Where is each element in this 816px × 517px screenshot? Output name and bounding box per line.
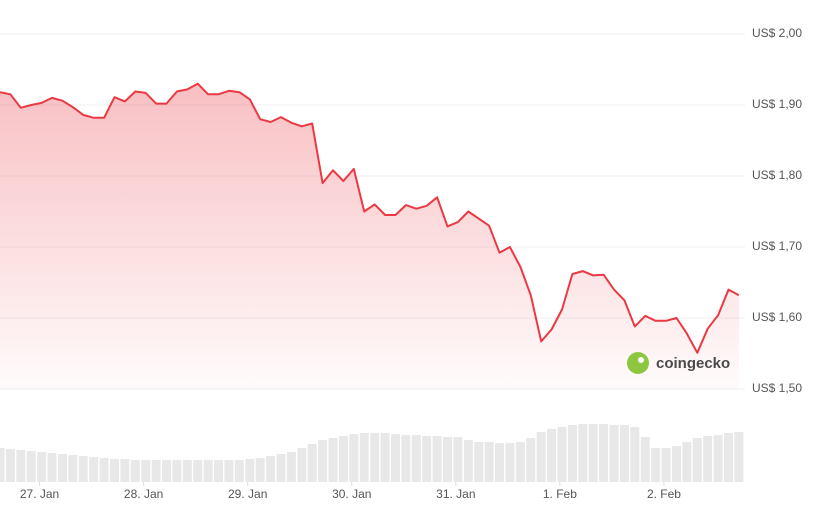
volume-bar bbox=[401, 435, 411, 482]
volume-bar bbox=[193, 460, 203, 482]
x-tick-label: 28. Jan bbox=[124, 487, 163, 501]
volume-bar bbox=[130, 460, 140, 482]
volume-bar bbox=[203, 460, 213, 482]
volume-bar bbox=[703, 436, 713, 482]
volume-bar bbox=[318, 440, 328, 482]
volume-bar bbox=[89, 457, 99, 482]
y-tick-label: US$ 1,80 bbox=[752, 168, 802, 182]
volume-bar bbox=[5, 449, 15, 482]
x-tick-label: 30. Jan bbox=[332, 487, 371, 501]
volume-bar bbox=[37, 452, 47, 482]
volume-bar bbox=[484, 442, 494, 482]
volume-bar bbox=[57, 454, 67, 482]
volume-bar bbox=[515, 442, 525, 482]
volume-bar bbox=[734, 432, 744, 482]
volume-bar bbox=[505, 443, 515, 482]
volume-bar bbox=[47, 453, 57, 482]
volume-bar bbox=[661, 448, 671, 482]
volume-bar bbox=[567, 425, 577, 482]
volume-bar bbox=[380, 433, 390, 482]
volume-bar bbox=[422, 436, 432, 482]
volume-bar bbox=[713, 435, 723, 482]
volume-bar bbox=[234, 460, 244, 482]
price-line bbox=[0, 82, 740, 354]
volume-bar bbox=[16, 450, 26, 482]
volume-bar bbox=[182, 460, 192, 482]
volume-bar bbox=[495, 443, 505, 482]
volume-bar bbox=[463, 440, 473, 482]
y-tick-label: US$ 1,60 bbox=[752, 310, 802, 324]
volume-bar bbox=[307, 444, 317, 482]
volume-bar bbox=[671, 446, 681, 482]
volume-bar bbox=[443, 437, 453, 482]
volume-bar bbox=[172, 460, 182, 482]
volume-bar bbox=[411, 435, 421, 482]
x-tick-label: 1. Feb bbox=[543, 487, 577, 501]
volume-bar bbox=[599, 424, 609, 482]
volume-bar bbox=[99, 458, 109, 482]
volume-bar bbox=[609, 425, 619, 482]
volume-bar bbox=[245, 459, 255, 482]
x-tick-label: 29. Jan bbox=[228, 487, 267, 501]
volume-bar bbox=[224, 460, 234, 482]
volume-bar bbox=[141, 460, 151, 482]
volume-bar bbox=[547, 429, 557, 482]
volume-bar bbox=[162, 460, 172, 482]
volume-bar bbox=[692, 438, 702, 482]
volume-bar bbox=[297, 448, 307, 482]
volume-bar bbox=[432, 436, 442, 482]
volume-bar bbox=[26, 451, 36, 482]
volume-bar bbox=[151, 460, 161, 482]
volume-bar bbox=[723, 433, 733, 482]
volume-bar bbox=[68, 455, 78, 482]
watermark-logo bbox=[627, 352, 649, 374]
volume-bar bbox=[266, 456, 276, 482]
volume-bar bbox=[338, 436, 348, 482]
volume-bar bbox=[0, 448, 5, 482]
volume-bar bbox=[474, 442, 484, 482]
volume-bar bbox=[630, 427, 640, 482]
volume-bar bbox=[526, 438, 536, 482]
volume-bar bbox=[359, 433, 369, 482]
y-tick-label: US$ 2,00 bbox=[752, 26, 802, 40]
volume-bar bbox=[390, 434, 400, 482]
y-tick-label: US$ 1,70 bbox=[752, 239, 802, 253]
volume-bar bbox=[588, 424, 598, 482]
x-tick-label: 2. Feb bbox=[647, 487, 681, 501]
volume-bar bbox=[682, 442, 692, 482]
volume-bar bbox=[557, 427, 567, 482]
volume-bar bbox=[640, 437, 650, 482]
watermark: coingecko bbox=[627, 352, 730, 374]
volume-bar bbox=[453, 437, 463, 482]
volume-bar bbox=[536, 432, 546, 482]
volume-bar bbox=[255, 458, 265, 482]
watermark-logo-eye bbox=[638, 357, 644, 363]
volume-bar bbox=[120, 459, 130, 482]
volume-bar bbox=[78, 456, 88, 482]
area-fill bbox=[0, 83, 739, 389]
volume-bar bbox=[619, 425, 629, 482]
volume-bar bbox=[286, 452, 296, 482]
volume-bar bbox=[328, 438, 338, 482]
watermark-text: coingecko bbox=[656, 355, 730, 372]
volume-bar bbox=[651, 448, 661, 482]
volume-bar bbox=[578, 424, 588, 482]
y-tick-label: US$ 1,50 bbox=[752, 381, 802, 395]
x-tick-label: 31. Jan bbox=[436, 487, 475, 501]
volume-bar bbox=[349, 434, 359, 482]
volume-bar bbox=[214, 460, 224, 482]
volume-bar bbox=[109, 459, 119, 482]
y-tick-label: US$ 1,90 bbox=[752, 97, 802, 111]
volume-bar bbox=[370, 433, 380, 482]
x-tick-label: 27. Jan bbox=[20, 487, 59, 501]
volume-bar bbox=[276, 454, 286, 482]
